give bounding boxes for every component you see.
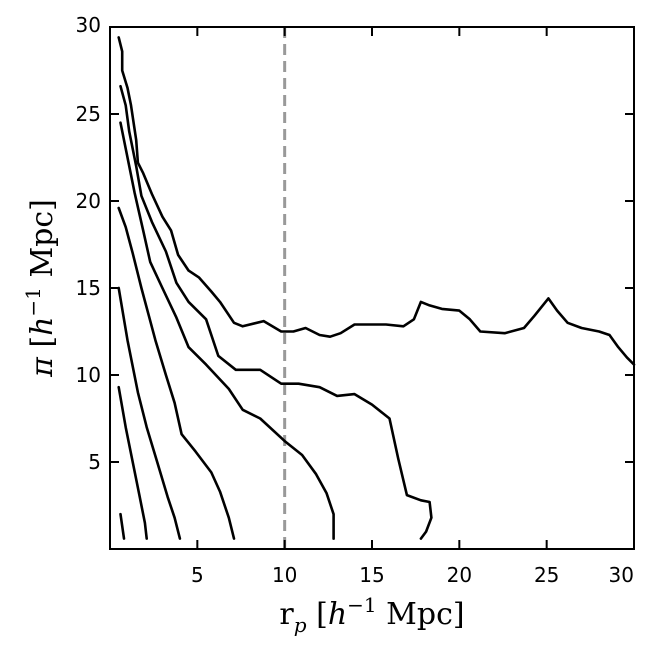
x-tick-label-5: 5 <box>191 563 204 587</box>
series-contour-1 <box>119 512 126 540</box>
x-tick-label-30: 30 <box>609 563 634 587</box>
series-contour-4 <box>117 206 236 540</box>
x-axis-label: rp [h−1 Mpc] <box>279 593 464 637</box>
y-tick-label-15: 15 <box>76 276 101 300</box>
x-tick-label-15: 15 <box>359 563 384 587</box>
y-tick-label-20: 20 <box>76 189 101 213</box>
series-contour-3 <box>117 286 182 540</box>
x-tick-label-25: 25 <box>534 563 559 587</box>
y-tick-label-5: 5 <box>88 450 101 474</box>
series-contour-2 <box>117 385 148 540</box>
y-tick-label-10: 10 <box>76 363 101 387</box>
y-tick-label-25: 25 <box>76 102 101 126</box>
plot-frame <box>109 26 635 550</box>
y-tick-label-30: 30 <box>76 13 101 37</box>
series-contour-6 <box>119 84 433 540</box>
series-contour-7 <box>117 36 636 366</box>
x-tick-label-10: 10 <box>272 563 297 587</box>
y-axis-label: π [h−1 Mpc] <box>21 199 60 378</box>
series-contour-5 <box>119 121 335 540</box>
x-tick-label-20: 20 <box>447 563 472 587</box>
series-layer <box>117 36 636 540</box>
y-tick-labels: 5 10 15 20 25 30 <box>76 13 101 474</box>
x-tick-labels: 5 10 15 20 25 30 <box>191 563 634 587</box>
